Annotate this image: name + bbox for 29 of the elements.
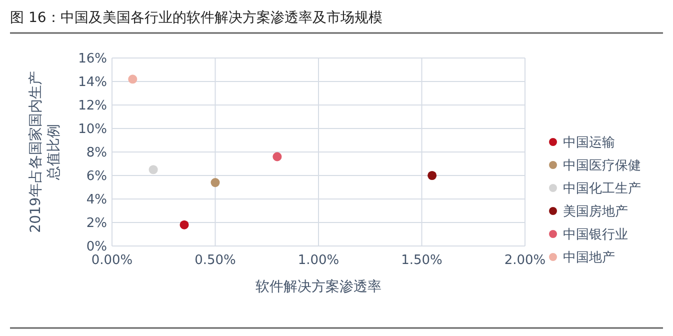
x-tick-label: 2.00%	[504, 253, 546, 268]
point	[428, 170, 437, 180]
y-axis-title: 2019年占各国家国内生产总值比例	[28, 71, 62, 233]
legend-label: 中国银行业	[563, 228, 628, 243]
legend-label: 中国地产	[563, 250, 615, 266]
y-tick-label: 14%	[78, 75, 107, 90]
point	[272, 152, 282, 162]
x-tick-label: 1.50%	[401, 253, 442, 268]
legend-label: 中国运输	[563, 136, 615, 151]
x-axis-title: 软件解决方案渗透率	[256, 278, 382, 295]
x-tick-label: 1.00%	[298, 253, 340, 268]
point	[210, 178, 220, 188]
point	[148, 165, 158, 174]
y-tick-label: 16%	[78, 52, 107, 67]
y-tick-label: 8%	[86, 146, 107, 161]
y-tick-label: 6%	[86, 169, 107, 184]
legend-label: 美国房地产	[563, 204, 628, 220]
legend-label: 中国化工生产	[563, 182, 641, 197]
y-tick-label: 0%	[86, 240, 107, 255]
point	[180, 220, 189, 230]
y-tick-label: 10%	[78, 122, 107, 138]
chart-title: 图 16：中国及美国各行业的软件解决方案渗透率及市场规模	[10, 9, 382, 26]
x-tick-label: 0.50%	[194, 253, 236, 268]
legend-label: 中国医疗保健	[563, 158, 641, 174]
x-tick-label: 0.00%	[91, 253, 133, 268]
y-tick-label: 4%	[86, 192, 107, 208]
y-tick-label: 12%	[78, 98, 107, 114]
y-tick-label: 2%	[86, 216, 107, 232]
point	[128, 74, 138, 84]
